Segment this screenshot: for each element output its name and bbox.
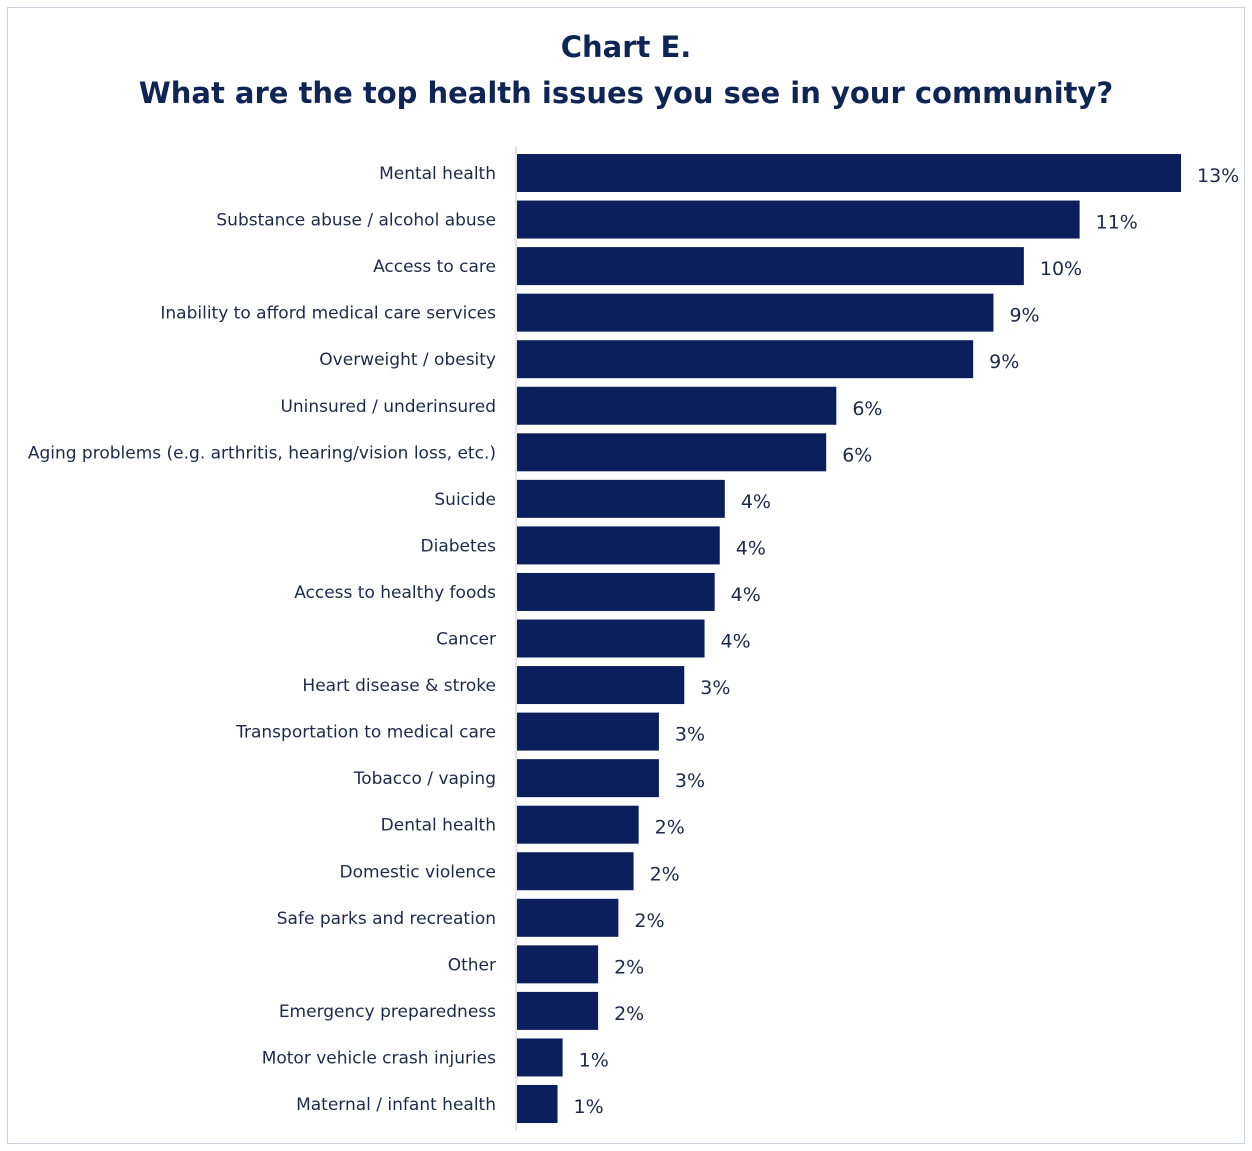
bar [517, 1038, 563, 1077]
bar [517, 991, 599, 1030]
data-label: 6% [852, 398, 882, 420]
data-label: 4% [731, 584, 761, 606]
category-label: Emergency preparedness [279, 1002, 496, 1022]
bar [517, 712, 659, 751]
data-label: 2% [614, 1003, 644, 1025]
category-label: Maternal / infant health [296, 1095, 496, 1115]
bar [517, 805, 639, 844]
bar [517, 479, 725, 518]
data-label: 9% [1009, 305, 1039, 327]
bar [517, 293, 994, 332]
category-label: Substance abuse / alcohol abuse [216, 211, 496, 231]
bar [517, 247, 1024, 286]
category-label: Domestic violence [340, 862, 496, 882]
data-label: 2% [614, 956, 644, 978]
bar [517, 852, 634, 891]
data-label: 4% [736, 537, 766, 559]
category-label: Motor vehicle crash injuries [262, 1048, 496, 1068]
chart-title-block: Chart E. What are the top health issues … [0, 24, 1252, 116]
bar [517, 945, 599, 984]
data-label: 6% [842, 444, 872, 466]
bar [517, 759, 659, 798]
bar [517, 433, 827, 472]
chart-title: Chart E. [560, 30, 692, 64]
category-label: Heart disease & stroke [302, 676, 496, 696]
category-label: Other [448, 955, 496, 975]
data-label: 11% [1096, 212, 1138, 234]
category-label: Dental health [381, 816, 496, 836]
data-label: 9% [989, 351, 1019, 373]
bar [517, 386, 837, 425]
category-label: Overweight / obesity [319, 350, 496, 370]
category-label: Cancer [436, 630, 496, 650]
data-label: 3% [675, 770, 705, 792]
category-label: Suicide [434, 490, 496, 510]
data-label: 4% [741, 491, 771, 513]
data-label: 1% [579, 1049, 609, 1071]
category-label: Diabetes [421, 536, 497, 556]
data-label: 3% [675, 724, 705, 746]
category-label: Mental health [379, 164, 496, 184]
chart-subtitle: What are the top health issues you see i… [138, 76, 1114, 110]
bar [517, 154, 1181, 192]
bar [517, 619, 705, 658]
bar [517, 200, 1080, 239]
data-label: 1% [574, 1096, 604, 1118]
category-label: Inability to afford medical care service… [160, 304, 496, 324]
data-label: 2% [634, 910, 664, 932]
data-label: 13% [1197, 165, 1239, 187]
category-label: Uninsured / underinsured [280, 397, 496, 417]
bar [517, 572, 715, 611]
category-label: Tobacco / vaping [353, 769, 496, 789]
category-label: Safe parks and recreation [277, 909, 496, 929]
bar [517, 666, 685, 705]
bar [517, 898, 619, 937]
category-label: Aging problems (e.g. arthritis, hearing/… [28, 443, 496, 463]
category-label: Access to healthy foods [294, 583, 496, 603]
category-label: Access to care [373, 257, 496, 277]
bar [517, 1085, 558, 1123]
data-label: 10% [1040, 258, 1082, 280]
data-label: 4% [721, 631, 751, 653]
data-label: 3% [700, 677, 730, 699]
category-label: Transportation to medical care [235, 723, 496, 743]
data-label: 2% [650, 863, 680, 885]
data-label: 2% [655, 817, 685, 839]
bar [517, 526, 720, 565]
bar [517, 340, 974, 379]
